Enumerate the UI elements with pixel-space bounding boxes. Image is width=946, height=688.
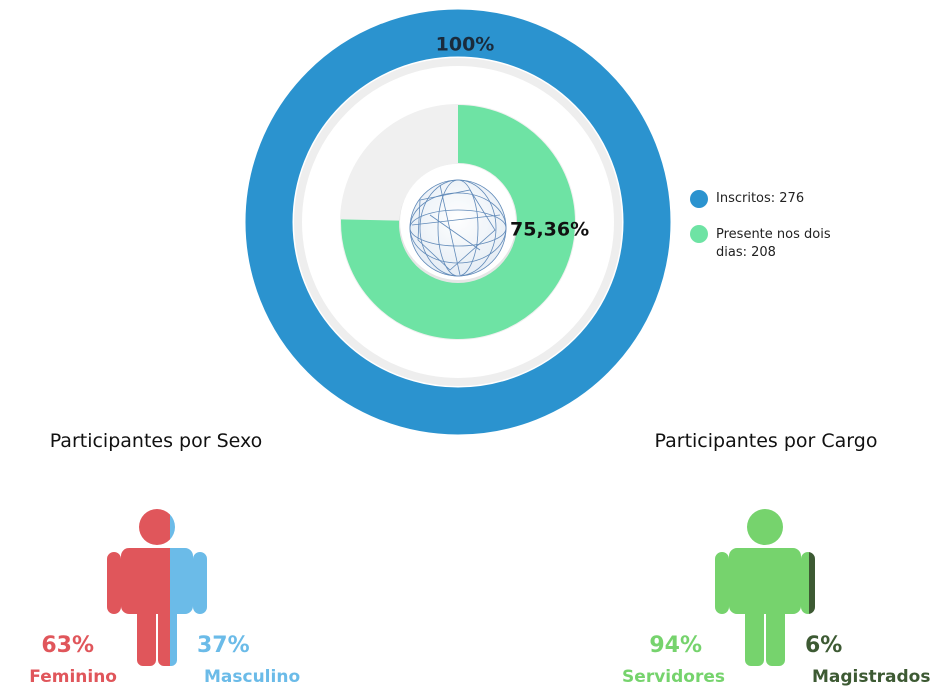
legend-marker — [690, 190, 708, 208]
pictogram-part — [809, 509, 815, 666]
legend-label: Presente nos dois dias: 208 — [716, 227, 831, 260]
category-label: Servidores — [622, 667, 725, 687]
category-label: Magistrados — [812, 667, 930, 687]
globe-icon — [409, 179, 507, 277]
pictogram-title: Participantes por Cargo — [654, 430, 878, 452]
category-label: Feminino — [29, 667, 117, 687]
legend-label: Inscritos: 276 — [716, 191, 805, 206]
legend-marker — [690, 225, 708, 243]
value-label: 37% — [197, 633, 250, 658]
pictogram — [107, 509, 207, 666]
value-label: 75,36% — [510, 219, 589, 241]
pictogram — [715, 509, 815, 666]
value-label: 100% — [436, 34, 495, 56]
value-label: 94% — [649, 633, 702, 658]
value-label: 6% — [805, 633, 842, 658]
category-label: Masculino — [204, 667, 300, 687]
ring-bar — [245, 9, 671, 435]
pictogram-part — [715, 509, 809, 666]
pictogram-title: Participantes por Sexo — [49, 430, 263, 452]
value-label: 63% — [41, 633, 94, 658]
ring-bar — [341, 105, 575, 339]
pictogram-part — [107, 509, 170, 666]
